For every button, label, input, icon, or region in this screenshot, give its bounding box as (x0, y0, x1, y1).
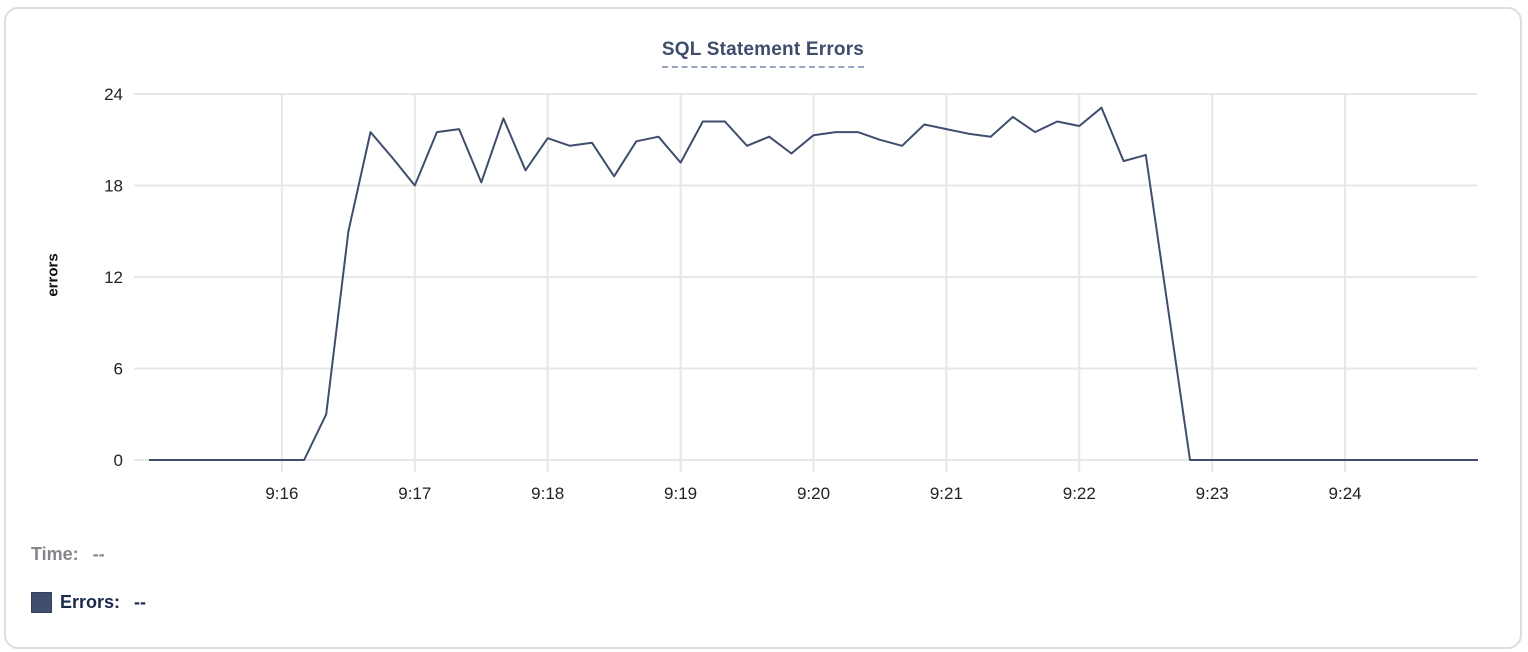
time-label: Time: (31, 543, 79, 564)
legend-row-errors[interactable]: Errors: -- (31, 591, 146, 613)
x-tick-label: 9:16 (265, 484, 298, 503)
errors-line-chart[interactable]: 0 6 12 18 24 9:16 9:17 9:18 9:19 9:20 9:21 9:22 9:23… (6, 9, 1528, 529)
y-tick-label: 0 (114, 451, 123, 470)
chart-legend: Time: -- Errors: -- (31, 543, 146, 639)
x-tick-label: 9:24 (1329, 484, 1362, 503)
x-tick-label: 9:20 (797, 484, 830, 503)
x-tick-label: 9:23 (1196, 484, 1229, 503)
y-tick-label: 18 (104, 177, 123, 196)
chart-title[interactable]: SQL Statement Errors (661, 39, 865, 68)
time-value: -- (92, 543, 105, 564)
errors-label: Errors: (60, 591, 121, 612)
x-tick-label: 9:22 (1063, 484, 1096, 503)
y-tick-label: 6 (114, 360, 123, 379)
chart-title-wrap: SQL Statement Errors (6, 39, 1520, 68)
x-tick-label: 9:18 (531, 484, 564, 503)
y-tick-label: 12 (104, 268, 123, 287)
legend-row-time: Time: -- (31, 543, 146, 565)
y-tick-label: 24 (104, 85, 123, 104)
x-tick-label: 9:19 (664, 484, 697, 503)
chart-card: SQL Statement Errors errors 0 6 12 18 24 9:16… (4, 7, 1522, 649)
errors-value: -- (134, 591, 147, 612)
errors-series-line (149, 106, 1478, 461)
x-tick-label: 9:21 (930, 484, 963, 503)
x-tick-label: 9:17 (398, 484, 431, 503)
plot-area[interactable] (134, 94, 1477, 460)
errors-series-swatch (31, 591, 52, 613)
